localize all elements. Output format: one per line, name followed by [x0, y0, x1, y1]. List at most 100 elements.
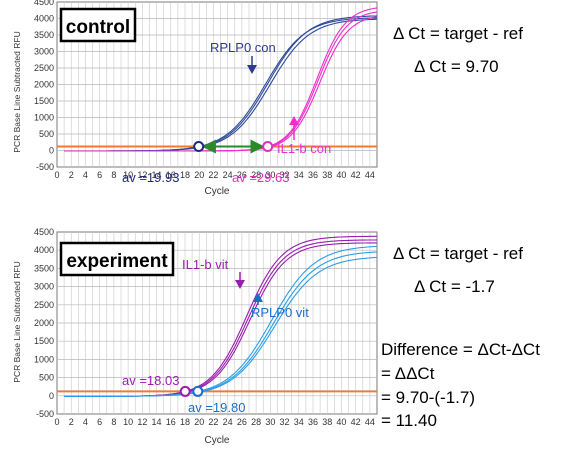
x-tick-label: 20 — [194, 170, 204, 180]
x-tick-label: 40 — [336, 170, 346, 180]
x-tick-label: 2 — [69, 170, 74, 180]
x-tick-label: 44 — [365, 170, 375, 180]
chart-title: experiment — [66, 251, 168, 272]
ct-marker-rplp0-con — [193, 141, 205, 153]
x-tick-label: 18 — [180, 170, 190, 180]
x-tick-label: 44 — [365, 417, 375, 427]
control-delta-ct-formula: Δ Ct = target - ref — [393, 24, 523, 43]
x-tick-label: 42 — [351, 170, 361, 180]
x-tick-label: 4 — [83, 417, 88, 427]
x-tick-label: 38 — [322, 417, 332, 427]
y-tick-label: 4500 — [34, 0, 54, 7]
y-tick-label: 1000 — [34, 354, 54, 364]
x-tick-label: 42 — [351, 417, 361, 427]
x-tick-label: 16 — [166, 170, 176, 180]
x-tick-label: 30 — [265, 170, 275, 180]
x-tick-label: 6 — [97, 417, 102, 427]
control-amplification-chart: -500050010001500200025003000350040004500… — [12, 0, 378, 197]
x-tick-label: 32 — [280, 417, 290, 427]
series-lines — [64, 235, 378, 397]
difference-line-1: Difference = ΔCt-ΔCt — [381, 340, 540, 359]
x-tick-label: 14 — [152, 170, 162, 180]
arrow-head-il1b-con — [289, 116, 299, 125]
y-tick-label: 2500 — [34, 300, 54, 310]
x-tick-label: 10 — [123, 417, 133, 427]
x-tick-label: 38 — [322, 170, 332, 180]
y-tick-labels: -500 0 500 1000 1500 2000 2500 3000 3500 4000 4500 — [34, 227, 54, 419]
y-tick-label: 1000 — [34, 113, 54, 123]
y-tick-label: 4000 — [34, 245, 54, 255]
difference-line-4: = 11.40 — [381, 411, 437, 430]
x-tick-label: 12 — [137, 417, 147, 427]
x-tick-label: 24 — [223, 417, 233, 427]
x-tick-label: 16 — [166, 417, 176, 427]
y-tick-label: 4500 — [34, 227, 54, 237]
series-label-il1b-vit: IL1-b vit — [182, 257, 229, 272]
y-tick-label: 4000 — [34, 14, 54, 24]
x-tick-label: 18 — [180, 417, 190, 427]
ct-marker-il1b-con — [262, 141, 274, 153]
av-label-il1b-vit: av =18.03 — [122, 373, 179, 388]
x-tick-labels: 0 2 4 6 8 10 12 14 16 18 20 22 24 26 28 30 32 34 36 38 40 42 4… — [54, 170, 374, 180]
x-tick-label: 34 — [294, 417, 304, 427]
x-tick-label: 8 — [111, 170, 116, 180]
difference-line-3: = 9.70-(-1.7) — [381, 388, 476, 407]
series-label-il1b-con: IL1-b con — [277, 141, 331, 156]
x-axis-label: Cycle — [204, 435, 229, 446]
difference-line-2: = ΔΔCt — [381, 364, 435, 383]
x-tick-label: 30 — [265, 417, 275, 427]
x-tick-label: 2 — [69, 417, 74, 427]
x-tick-label: 8 — [111, 417, 116, 427]
series-label-rplp0-vit: RPLP0 vit — [251, 305, 309, 320]
av-label-il1b-con: av =29.63 — [232, 170, 289, 185]
x-tick-label: 24 — [223, 170, 233, 180]
y-tick-label: 3000 — [34, 47, 54, 57]
x-tick-label: 28 — [251, 417, 261, 427]
x-tick-label: 0 — [54, 417, 59, 427]
arrow-head-rplp0-con — [247, 65, 257, 74]
x-tick-label: 6 — [97, 170, 102, 180]
x-tick-label: 10 — [123, 170, 133, 180]
x-tick-label: 34 — [294, 170, 304, 180]
x-tick-labels: 0 2 4 6 8 10 12 14 16 18 20 22 24 26 28 30 32 34 36 38 40 42 4… — [54, 417, 374, 427]
y-tick-label: 0 — [49, 146, 54, 156]
y-tick-labels: -500 0 500 1000 1500 2000 2500 3000 3500 4000 4500 — [34, 0, 54, 172]
ct-marker-rplp0-vit — [192, 385, 204, 397]
arrow-head-il1b-vit — [235, 280, 245, 289]
y-tick-label: 2000 — [34, 80, 54, 90]
control-delta-ct-value: Δ Ct = 9.70 — [414, 57, 499, 76]
y-tick-label: 0 — [49, 391, 54, 401]
x-axis-label: Cycle — [204, 186, 229, 197]
y-tick-label: 1500 — [34, 336, 54, 346]
title-box — [59, 241, 175, 277]
x-tick-label: 26 — [237, 170, 247, 180]
y-tick-label: 2000 — [34, 318, 54, 328]
x-tick-label: 20 — [194, 417, 204, 427]
av-label-rplp0-con: av =19.93 — [122, 170, 179, 185]
ct-marker-il1b-vit — [179, 385, 191, 397]
x-tick-label: 22 — [208, 170, 218, 180]
av-label-rplp0-vit: av =19.80 — [188, 400, 245, 415]
y-axis-label: PCR Base Line Subtracted RFU — [12, 31, 22, 152]
x-tick-label: 12 — [137, 170, 147, 180]
x-tick-label: 40 — [336, 417, 346, 427]
y-tick-label: 500 — [39, 129, 54, 139]
x-tick-label: 26 — [237, 417, 247, 427]
experiment-delta-ct-formula: Δ Ct = target - ref — [393, 244, 523, 263]
arrow-head-rplp0-vit — [253, 293, 263, 302]
y-tick-label: 2500 — [34, 63, 54, 73]
experiment-amplification-chart: -500050010001500200025003000350040004500… — [12, 227, 378, 446]
y-axis-label: PCR Base Line Subtracted RFU — [12, 261, 22, 382]
chart-title: control — [66, 17, 130, 38]
y-tick-label: 3500 — [34, 263, 54, 273]
y-tick-label: 3000 — [34, 282, 54, 292]
x-tick-label: 36 — [308, 170, 318, 180]
experiment-delta-ct-value: Δ Ct = -1.7 — [414, 277, 495, 296]
x-tick-label: 14 — [152, 417, 162, 427]
series-line-rplp0-vit-rep3 — [64, 256, 378, 397]
y-tick-label: 3500 — [34, 30, 54, 40]
x-tick-label: 4 — [83, 170, 88, 180]
x-tick-label: 22 — [208, 417, 218, 427]
y-tick-label: -500 — [36, 162, 54, 172]
